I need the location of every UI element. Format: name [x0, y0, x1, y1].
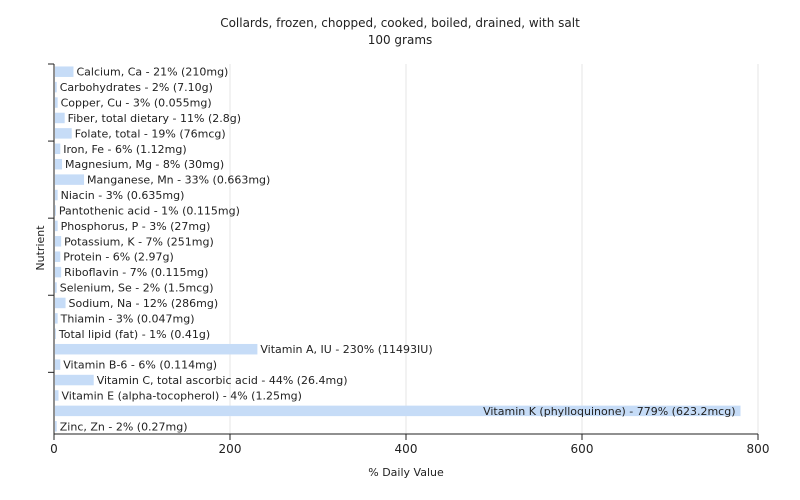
bar: [55, 251, 61, 262]
bar: [55, 374, 94, 386]
bar: [55, 97, 58, 108]
bar-label: Potassium, K - 7% (251mg): [64, 235, 214, 248]
bar: [55, 313, 58, 324]
x-tick-label: 600: [571, 442, 594, 456]
x-tick-label: 400: [395, 442, 418, 456]
bar: [55, 143, 61, 155]
bar-label: Iron, Fe - 6% (1.12mg): [63, 143, 186, 156]
bar-label: Phosphorus, P - 3% (27mg): [61, 220, 211, 233]
bar: [55, 266, 62, 278]
bar-label: Copper, Cu - 3% (0.055mg): [61, 97, 212, 110]
bar: [55, 66, 74, 77]
bar-label: Vitamin E (alpha-tocopherol) - 4% (1.25m…: [62, 389, 302, 402]
bar-label: Vitamin C, total ascorbic acid - 44% (26…: [97, 374, 348, 387]
bar: [55, 359, 61, 370]
x-tick-label: 0: [50, 442, 58, 456]
bar-label: Vitamin B-6 - 6% (0.114mg): [63, 359, 217, 372]
bar-label: Vitamin K (phylloquinone) - 779% (623.2m…: [483, 405, 735, 418]
bar: [55, 421, 57, 432]
bar-label: Selenium, Se - 2% (1.5mcg): [60, 282, 214, 295]
axes-group: 0 200 400 600 800: [48, 63, 770, 456]
bar-label: Folate, total - 19% (76mcg): [75, 127, 226, 140]
bar-label: Vitamin A, IU - 230% (11493IU): [260, 343, 432, 356]
x-tick-label: 200: [219, 442, 242, 456]
bar-label: Carbohydrates - 2% (7.10g): [60, 81, 213, 94]
bar-label: Niacin - 3% (0.635mg): [61, 189, 185, 202]
chart-subtitle: 100 grams: [368, 33, 433, 47]
bar: [55, 174, 85, 185]
bar: [55, 297, 66, 309]
bar-label: Fiber, total dietary - 11% (2.8g): [68, 112, 241, 125]
bar: [55, 189, 58, 201]
bar: [55, 220, 58, 232]
x-tick-label: 800: [747, 442, 770, 456]
bar: [55, 205, 56, 216]
bar-label: Calcium, Ca - 21% (210mg): [76, 66, 228, 79]
chart-title: Collards, frozen, chopped, cooked, boile…: [220, 16, 580, 30]
bar-label: Sodium, Na - 12% (286mg): [69, 297, 219, 310]
bar-label: Total lipid (fat) - 1% (0.41g): [58, 328, 210, 341]
bar: [55, 343, 258, 355]
bar-label: Magnesium, Mg - 8% (30mg): [65, 158, 224, 171]
bar: [55, 81, 57, 93]
bar-label: Zinc, Zn - 2% (0.27mg): [60, 420, 188, 433]
bar: [55, 390, 59, 401]
y-axis-title: Nutrient: [34, 225, 47, 271]
bar: [55, 328, 56, 340]
bars-group: Calcium, Ca - 21% (210mg) Carbohydrates -…: [55, 66, 741, 433]
bar-label: Manganese, Mn - 33% (0.663mg): [87, 174, 270, 187]
bar: [55, 158, 63, 170]
bar: [55, 112, 65, 124]
bar: [55, 236, 62, 247]
bar-label: Protein - 6% (2.97g): [63, 251, 174, 264]
bar: [55, 128, 72, 139]
bar-label: Riboflavin - 7% (0.115mg): [64, 266, 208, 279]
bar: [55, 405, 741, 417]
bar-label: Thiamin - 3% (0.047mg): [60, 312, 195, 325]
x-axis-title: % Daily Value: [368, 466, 444, 479]
bar: [55, 282, 57, 293]
bar-label: Pantothenic acid - 1% (0.115mg): [59, 204, 240, 217]
